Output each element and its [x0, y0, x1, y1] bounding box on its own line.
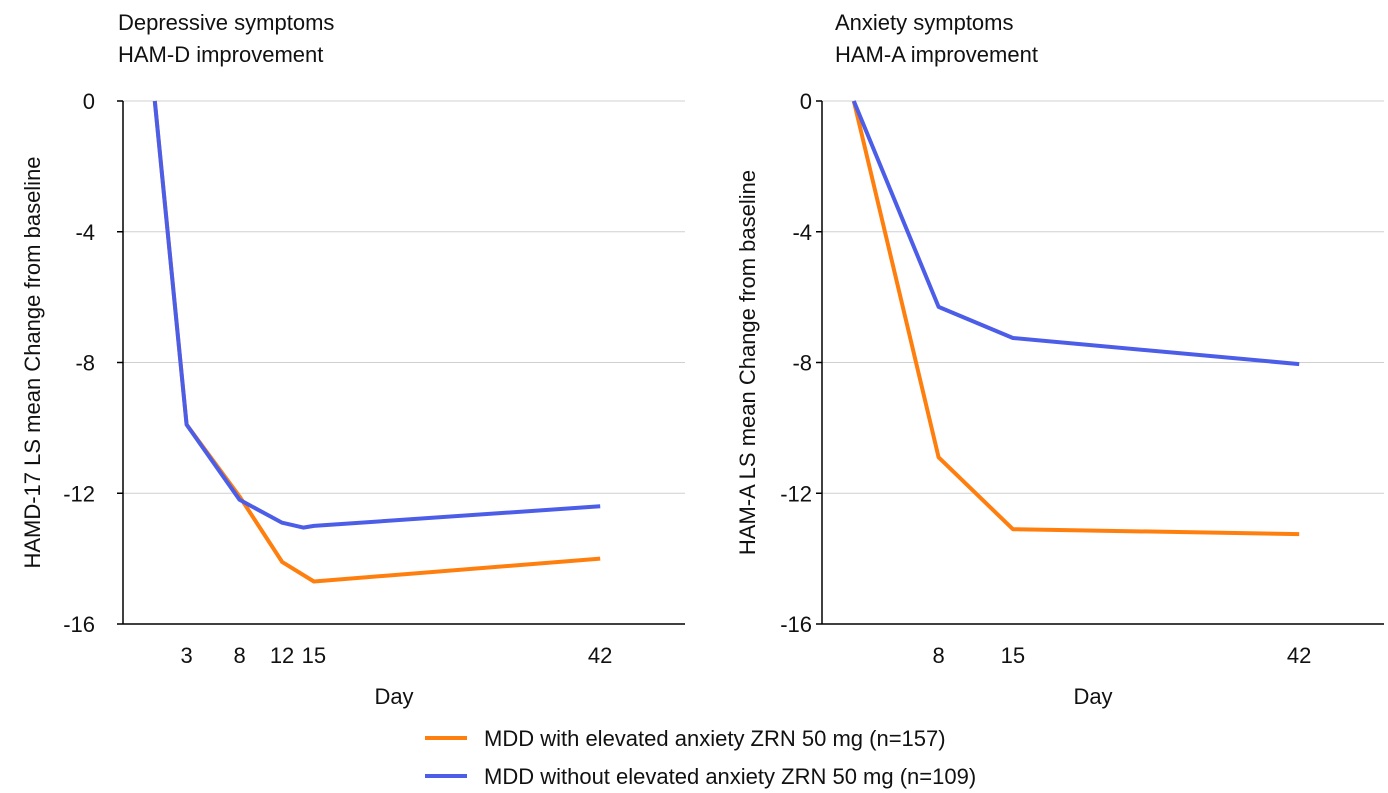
x-tick-label: 8 [933, 643, 945, 668]
panel-title-line: HAM-D improvement [118, 42, 323, 67]
panel-title-line: HAM-A improvement [835, 42, 1038, 67]
y-tick-label: 0 [83, 89, 95, 114]
x-tick-label: 42 [588, 643, 612, 668]
y-tick-label: -8 [792, 351, 812, 376]
y-tick-label: -8 [75, 351, 95, 376]
chart-panel-1: Depressive symptoms HAM-D improvement 0 -4 -… [20, 10, 685, 709]
series-line-1 [851, 100, 1300, 537]
chart-panel-2: Anxiety symptoms HAM-A improvement 0 -4 -8 -1… [735, 10, 1384, 709]
panel-title-line: Depressive symptoms [118, 10, 334, 35]
x-tick-label: 15 [302, 643, 326, 668]
x-tick-label: 8 [234, 643, 246, 668]
y-tick-label: -12 [780, 481, 812, 506]
legend-label: MDD without elevated anxiety ZRN 50 mg (… [484, 764, 976, 789]
y-axis-label: HAM-A LS mean Change from baseline [735, 170, 760, 555]
legend-label: MDD with elevated anxiety ZRN 50 mg (n=1… [484, 726, 946, 751]
y-tick-label: -4 [75, 220, 95, 245]
y-axis-label: HAMD-17 LS mean Change from baseline [20, 156, 45, 568]
chart-legend: MDD with elevated anxiety ZRN 50 mg (n=1… [425, 726, 976, 789]
x-axis-label: Day [1073, 684, 1112, 709]
x-tick-label: 15 [1001, 643, 1025, 668]
y-tick-label: -16 [780, 612, 812, 637]
y-tick-label: 0 [800, 89, 812, 114]
panel-title-line: Anxiety symptoms [835, 10, 1014, 35]
y-tick-label: -12 [63, 481, 95, 506]
series-line-2 [851, 100, 1300, 367]
y-tick-label: -16 [63, 612, 95, 637]
series-line-2 [152, 100, 601, 530]
x-tick-label: 12 [270, 643, 294, 668]
y-tick-label: -4 [792, 220, 812, 245]
x-tick-label: 3 [180, 643, 192, 668]
x-tick-label: 42 [1287, 643, 1311, 668]
x-axis-label: Day [374, 684, 413, 709]
